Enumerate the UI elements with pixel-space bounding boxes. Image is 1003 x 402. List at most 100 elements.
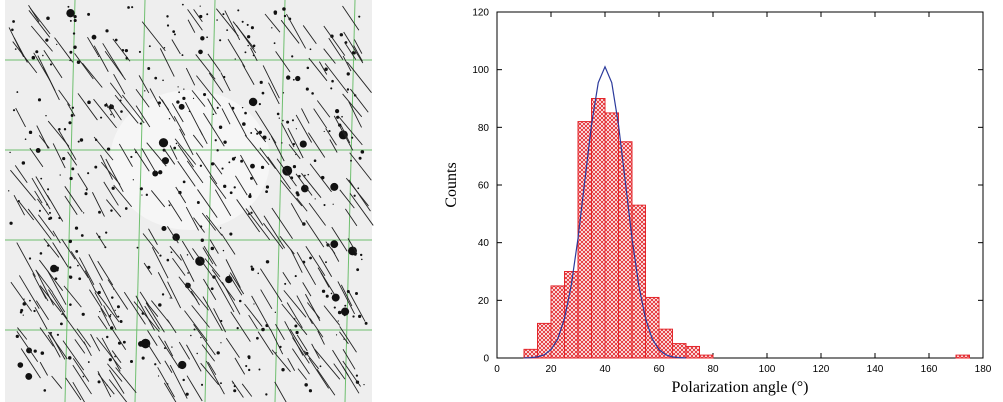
polarization-vector [10, 281, 33, 312]
star [265, 190, 268, 194]
star [273, 42, 276, 45]
polarization-vector [206, 360, 225, 395]
star [245, 364, 248, 368]
star [256, 336, 259, 340]
polarization-vector [281, 122, 295, 148]
star [335, 334, 338, 336]
star [265, 185, 270, 189]
star [163, 47, 166, 49]
polarization-vector [89, 289, 107, 317]
polarization-vector [48, 289, 68, 320]
polarization-vector [108, 379, 128, 402]
polarization-vector [316, 369, 336, 396]
star [176, 100, 180, 104]
polarization-vector [205, 214, 223, 236]
polarization-vector [18, 275, 40, 309]
star [117, 315, 120, 318]
star [68, 239, 73, 244]
polarization-vector [264, 13, 281, 33]
bar [591, 98, 606, 359]
star [306, 66, 310, 70]
star [166, 15, 169, 18]
polarization-vector [221, 108, 231, 125]
polarization-vector [83, 341, 92, 357]
x-tick-label: 180 [975, 364, 992, 375]
star [252, 44, 256, 48]
star [313, 159, 317, 162]
polarization-vector [134, 148, 150, 172]
polarization-vector [34, 190, 43, 204]
star [223, 140, 227, 144]
polarization-vector [309, 318, 324, 338]
star [138, 50, 141, 53]
polarization-vector [203, 112, 225, 147]
polarization-vector [67, 151, 78, 166]
polarization-vector [284, 321, 304, 356]
star [216, 106, 219, 109]
polarization-vector [17, 327, 28, 340]
polarization-vector [167, 281, 182, 309]
polarization-vector [281, 303, 308, 336]
y-tick-label: 120 [472, 8, 489, 19]
polarization-vector [35, 300, 50, 320]
y-tick-label: 0 [483, 354, 489, 365]
polarization-vector [169, 245, 182, 261]
polarization-vector [331, 226, 348, 252]
polarization-vector [342, 55, 352, 72]
star [250, 132, 253, 134]
star [35, 148, 41, 153]
star [80, 234, 84, 237]
star [324, 67, 328, 71]
polarization-vector [163, 382, 177, 402]
star [200, 336, 202, 339]
polarization-vector [305, 220, 325, 248]
star [108, 358, 112, 362]
polarization-vector [314, 348, 341, 380]
polarization-vector [241, 383, 253, 397]
star [358, 156, 362, 160]
polarization-vector [270, 135, 285, 162]
polarization-vector [209, 176, 227, 199]
polarization-vector [269, 328, 284, 355]
star [325, 294, 329, 298]
polarization-vector [107, 363, 123, 382]
polarization-vector [95, 291, 120, 323]
star [214, 139, 217, 142]
star [299, 140, 307, 148]
star [172, 233, 180, 241]
polarization-vector [307, 132, 326, 158]
star [172, 30, 176, 33]
star [132, 179, 134, 181]
polarization-vector [192, 248, 213, 277]
star [43, 389, 47, 392]
star [66, 8, 75, 18]
polarization-vector [76, 328, 91, 348]
star [114, 355, 116, 358]
polarization-vector [52, 230, 61, 244]
polarization-vector [90, 333, 101, 352]
star [78, 277, 82, 281]
star [185, 392, 189, 396]
polarization-vector [12, 41, 38, 74]
polarization-vector [342, 5, 360, 31]
coord-grid [344, 0, 356, 402]
polarization-vector [18, 201, 35, 221]
polarization-vector [221, 233, 236, 255]
star [275, 352, 277, 354]
polarization-vector [157, 367, 175, 398]
y-tick-label: 80 [478, 123, 490, 134]
star [46, 16, 50, 20]
polarization-vector [276, 158, 297, 187]
star [87, 361, 90, 363]
polarization-vector [185, 67, 196, 86]
polarization-vector [296, 197, 308, 212]
polarization-vector [214, 189, 232, 217]
polarization-vector [292, 337, 310, 364]
star [159, 254, 162, 257]
star [63, 128, 67, 131]
polarization-vector [10, 169, 36, 201]
bar [658, 328, 673, 359]
star [286, 75, 291, 80]
polarization-vector [201, 212, 216, 231]
star [117, 341, 122, 345]
